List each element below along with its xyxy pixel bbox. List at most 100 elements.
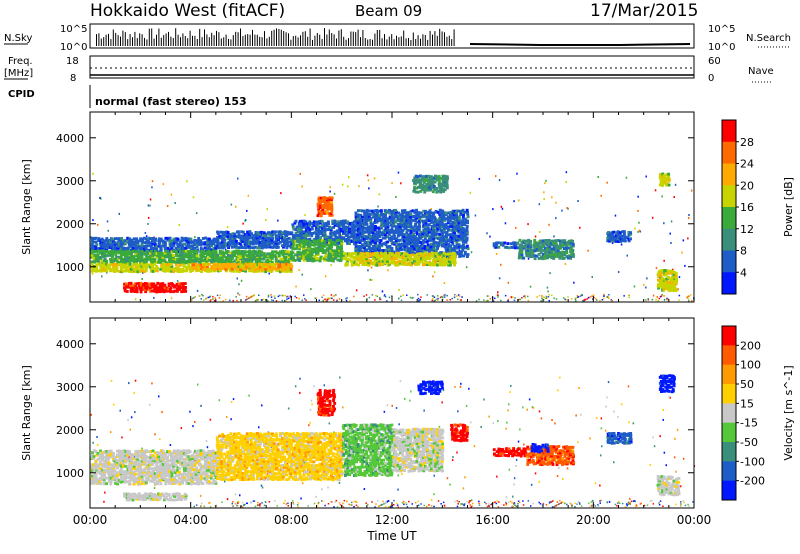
scatter-point bbox=[218, 399, 221, 402]
data-cell bbox=[175, 289, 179, 293]
data-cell bbox=[367, 259, 371, 263]
data-cell bbox=[317, 228, 321, 231]
data-cell bbox=[369, 225, 373, 228]
data-cell bbox=[143, 284, 147, 288]
data-cell bbox=[131, 289, 134, 293]
data-cell bbox=[330, 203, 334, 207]
data-cell bbox=[420, 259, 423, 263]
data-cell bbox=[430, 238, 434, 242]
data-cell bbox=[417, 252, 421, 256]
ground-point bbox=[335, 294, 337, 296]
data-cell bbox=[277, 265, 281, 269]
data-cell bbox=[411, 240, 415, 244]
data-cell bbox=[621, 238, 625, 241]
data-cell bbox=[665, 269, 668, 273]
data-cell bbox=[369, 226, 373, 230]
data-cell bbox=[119, 265, 123, 269]
ground-point bbox=[400, 295, 402, 298]
ground-point bbox=[338, 298, 341, 300]
data-cell bbox=[520, 255, 524, 259]
scatter-point bbox=[97, 223, 99, 226]
nsearch-tick-bottom: 10^0 bbox=[708, 42, 735, 53]
data-cell bbox=[113, 267, 117, 271]
data-cell bbox=[155, 245, 159, 248]
data-cell bbox=[426, 229, 430, 233]
data-cell bbox=[354, 225, 358, 229]
scatter-point bbox=[638, 221, 640, 224]
data-cell bbox=[140, 286, 144, 290]
data-cell bbox=[465, 225, 469, 228]
data-cell bbox=[199, 239, 203, 243]
data-cell bbox=[423, 237, 427, 241]
data-cell bbox=[675, 281, 678, 284]
data-cell bbox=[94, 236, 98, 240]
data-cell bbox=[260, 230, 264, 234]
ground-point bbox=[412, 296, 414, 299]
data-cell bbox=[447, 221, 450, 225]
nsky-bar bbox=[304, 31, 306, 46]
data-cell bbox=[421, 241, 425, 245]
data-cell bbox=[432, 259, 435, 263]
nsky-bar bbox=[280, 29, 282, 46]
data-cell bbox=[319, 249, 323, 253]
data-cell bbox=[446, 233, 450, 237]
data-cell bbox=[384, 243, 388, 246]
nsky-trace bbox=[469, 43, 691, 46]
data-cell bbox=[622, 230, 626, 234]
data-cell bbox=[445, 179, 449, 182]
data-cell bbox=[226, 237, 230, 240]
data-cell bbox=[136, 242, 140, 246]
data-cell bbox=[447, 211, 451, 215]
data-cell bbox=[256, 259, 260, 263]
data-cell bbox=[136, 241, 140, 244]
nsky-bar bbox=[288, 33, 289, 46]
data-cell bbox=[529, 243, 533, 247]
data-cell bbox=[385, 228, 389, 232]
data-cell bbox=[168, 252, 172, 256]
data-cell bbox=[462, 235, 465, 239]
data-cell bbox=[529, 245, 533, 249]
data-cell bbox=[201, 241, 205, 245]
data-cell bbox=[344, 221, 348, 225]
data-cell bbox=[240, 263, 243, 267]
scatter-point bbox=[321, 488, 323, 491]
data-cell bbox=[163, 247, 167, 250]
data-cell bbox=[428, 230, 431, 234]
data-cell bbox=[661, 172, 665, 176]
data-cell bbox=[440, 223, 444, 227]
data-cell bbox=[316, 234, 320, 238]
data-cell bbox=[616, 233, 620, 237]
data-cell bbox=[235, 261, 239, 264]
data-cell bbox=[98, 249, 102, 253]
data-cell bbox=[408, 253, 412, 257]
data-cell bbox=[367, 247, 371, 250]
data-cell bbox=[298, 252, 301, 256]
scatter-point bbox=[611, 242, 614, 245]
data-cell bbox=[667, 179, 671, 183]
data-cell bbox=[90, 251, 94, 255]
data-cell bbox=[308, 237, 312, 241]
data-cell bbox=[143, 257, 147, 261]
data-cell bbox=[260, 240, 264, 243]
data-cell bbox=[200, 257, 203, 261]
data-cell bbox=[103, 241, 107, 245]
data-cell bbox=[214, 255, 218, 259]
data-cell bbox=[216, 232, 220, 236]
data-cell bbox=[413, 259, 416, 263]
data-cell bbox=[256, 231, 260, 235]
data-cell bbox=[147, 241, 151, 245]
data-cell bbox=[501, 243, 505, 247]
data-cell bbox=[395, 225, 398, 229]
data-cell bbox=[96, 255, 100, 259]
nsky-bar bbox=[216, 30, 217, 46]
ground-point bbox=[647, 299, 650, 301]
data-cell bbox=[143, 241, 147, 244]
data-cell bbox=[400, 215, 404, 218]
data-cell bbox=[331, 259, 335, 263]
data-cell bbox=[142, 263, 146, 267]
data-cell bbox=[548, 243, 551, 246]
data-cell bbox=[115, 265, 119, 269]
data-cell bbox=[436, 228, 440, 232]
scatter-point bbox=[133, 270, 135, 273]
nsky-bar bbox=[127, 39, 129, 46]
